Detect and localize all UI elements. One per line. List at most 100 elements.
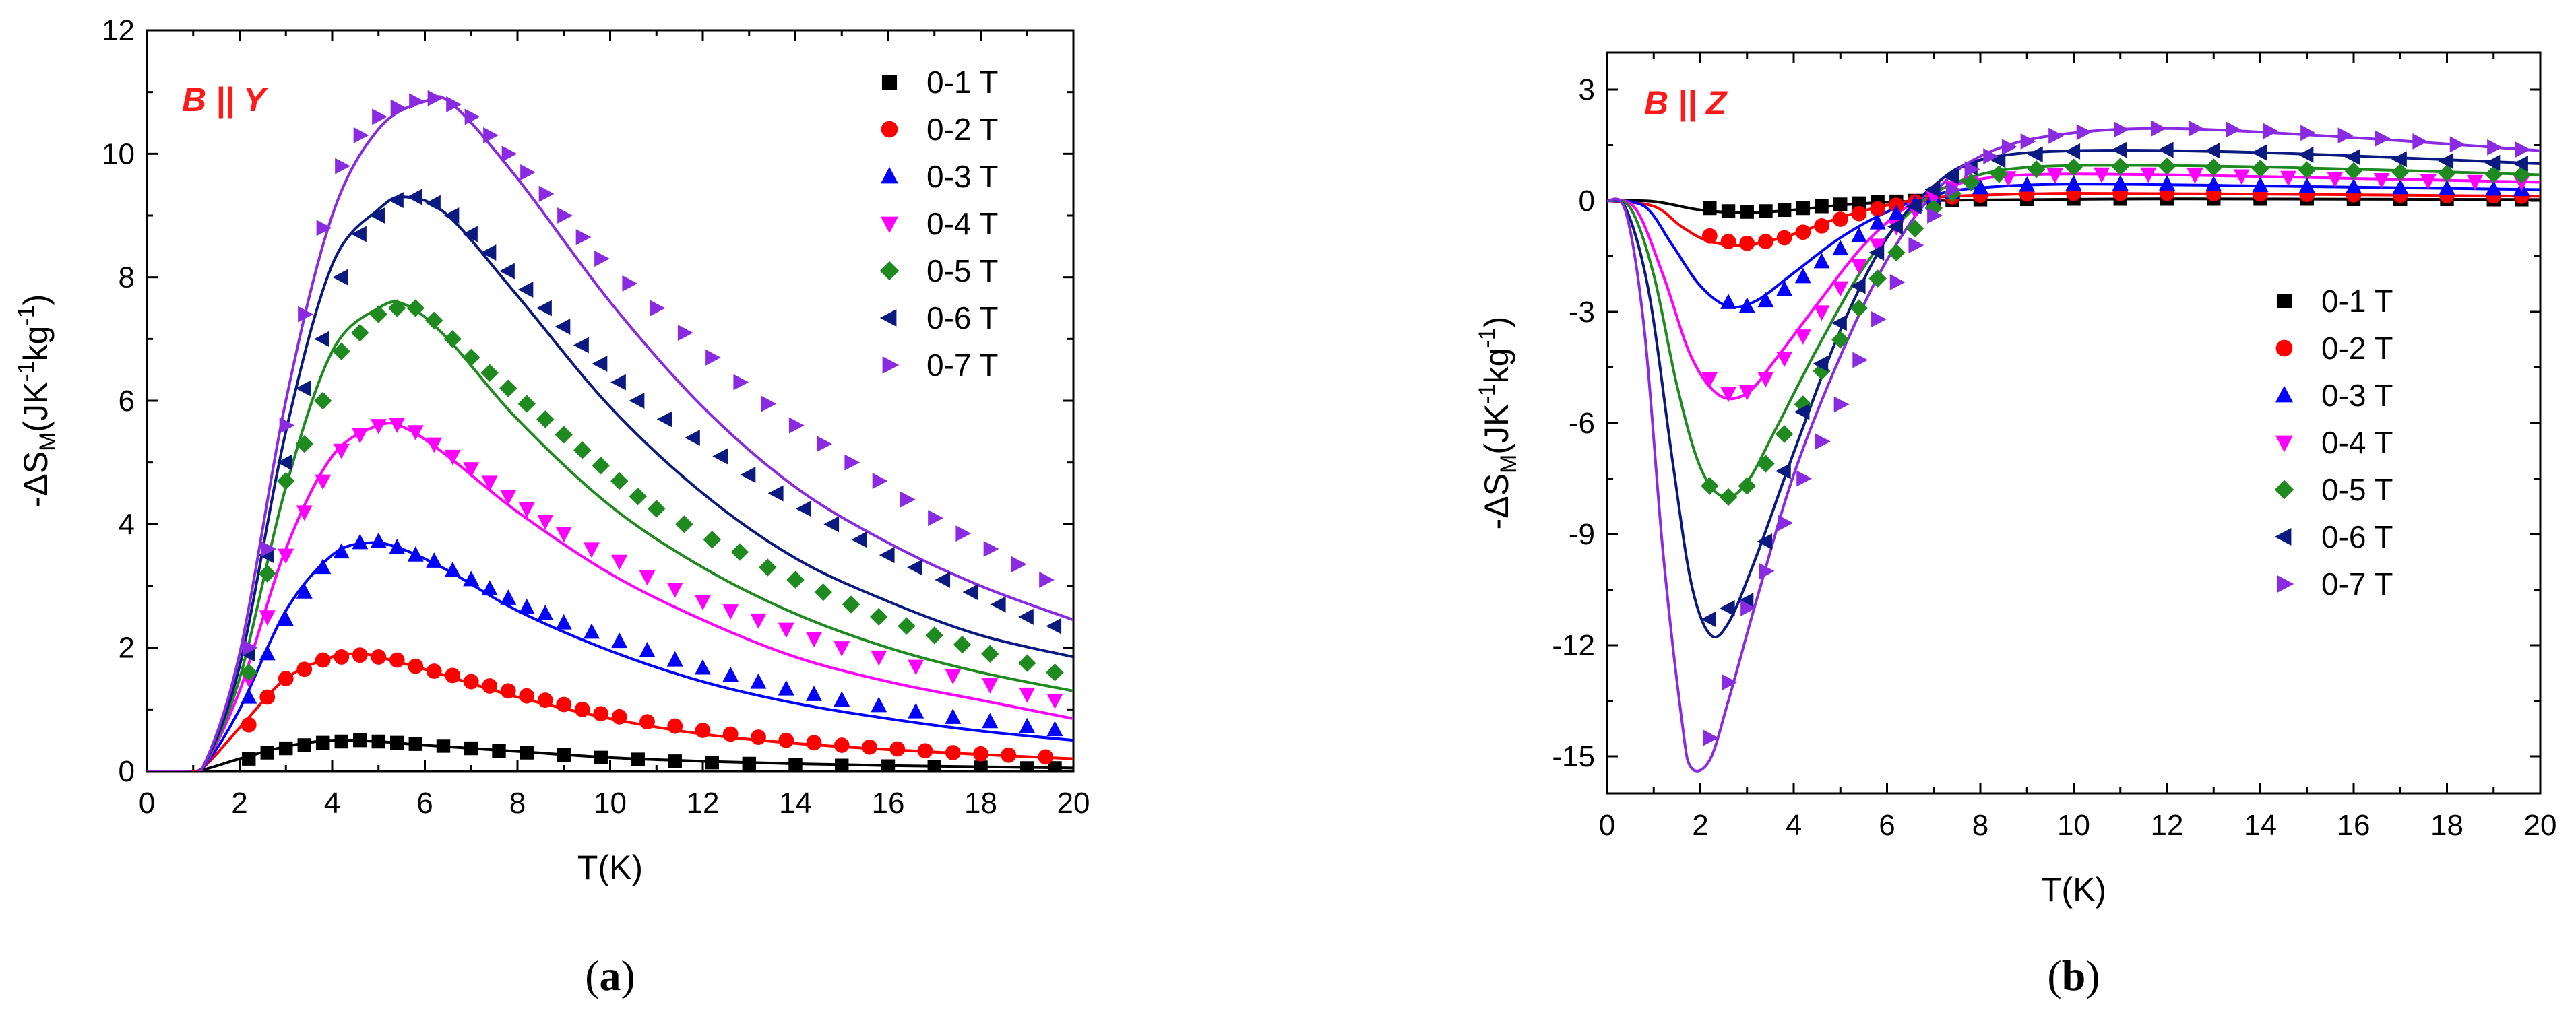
data-point-0-4T xyxy=(537,515,554,530)
data-point-0-7T xyxy=(2226,121,2242,138)
data-point-0-3T xyxy=(1850,227,1867,242)
y-tick-label: 3 xyxy=(1579,73,1595,106)
data-point-0-7T xyxy=(2048,127,2064,144)
legend-label: 0-5 T xyxy=(2321,472,2393,507)
data-point-0-5T xyxy=(648,500,666,518)
x-tick-label: 14 xyxy=(779,787,812,820)
data-point-0-6T xyxy=(2027,146,2043,163)
data-point-0-7T xyxy=(279,417,295,434)
data-point-0-6T xyxy=(1924,181,1941,198)
data-point-0-2T xyxy=(667,718,683,734)
data-point-0-4T xyxy=(407,425,424,441)
x-tick-label: 12 xyxy=(2151,809,2184,842)
data-point-0-7T xyxy=(298,306,313,323)
data-point-0-2T xyxy=(1832,211,1848,227)
data-point-0-6T xyxy=(462,226,478,242)
data-point-0-5T xyxy=(2027,160,2046,178)
data-point-0-5T xyxy=(332,342,350,360)
data-point-0-6T xyxy=(990,596,1006,613)
data-point-0-5T xyxy=(1018,654,1036,672)
data-point-0-1T xyxy=(788,758,803,771)
data-point-0-2T xyxy=(519,688,535,704)
data-point-0-4T xyxy=(584,542,600,558)
data-point-0-5T xyxy=(2344,162,2363,181)
data-point-0-5T xyxy=(1738,477,1756,495)
data-point-0-2T xyxy=(482,678,498,694)
data-point-0-6T xyxy=(2251,144,2267,161)
data-point-0-4T xyxy=(333,443,350,459)
data-point-0-2T xyxy=(722,726,739,742)
data-point-0-6T xyxy=(1775,463,1791,480)
data-point-0-4T xyxy=(722,604,739,620)
data-point-0-5T xyxy=(388,299,406,317)
data-point-0-2T xyxy=(593,706,609,722)
data-point-0-3T xyxy=(537,605,554,620)
data-point-0-6T xyxy=(1813,356,1829,372)
data-point-0-5T xyxy=(573,441,592,459)
x-tick-label: 6 xyxy=(416,787,433,820)
panel-b-legend: 0-1 T 0-2 T 0-3 T 0-4 T 0-5 T 0-6 T 0-7 T xyxy=(2274,284,2393,601)
data-point-0-7T xyxy=(594,251,610,267)
data-point-0-3T xyxy=(806,686,822,701)
legend-marker-0-2T xyxy=(2275,339,2293,357)
data-point-0-3T xyxy=(1832,240,1849,256)
panel-a-field-annotation: B || Y xyxy=(182,81,269,119)
data-point-0-5T xyxy=(351,323,369,342)
data-point-0-3T xyxy=(1738,297,1755,313)
data-point-0-5T xyxy=(369,305,387,323)
data-point-0-2T xyxy=(862,739,877,755)
data-point-0-6T xyxy=(2205,142,2220,159)
data-point-0-7T xyxy=(2487,139,2503,156)
data-point-0-7T xyxy=(353,127,369,143)
data-point-0-7T xyxy=(2300,125,2316,141)
data-point-0-3T xyxy=(370,532,387,548)
data-point-0-1T xyxy=(1852,196,1866,211)
data-point-0-1T xyxy=(464,741,478,756)
data-point-0-3T xyxy=(2065,175,2082,191)
data-point-0-7T xyxy=(242,639,258,656)
data-point-0-6T xyxy=(369,207,385,224)
fit-line-0-3T xyxy=(147,541,1073,771)
data-point-0-4T xyxy=(611,554,628,570)
data-point-0-4T xyxy=(945,669,962,685)
x-tick-label: 20 xyxy=(1057,787,1090,820)
data-point-0-6T xyxy=(2344,149,2360,166)
data-point-0-2T xyxy=(445,667,461,684)
data-point-0-3T xyxy=(2205,176,2222,191)
data-point-0-7T xyxy=(2188,120,2204,137)
data-point-0-6T xyxy=(406,189,422,205)
data-point-0-3T xyxy=(278,611,294,627)
x-tick-label: 18 xyxy=(2430,809,2463,842)
legend-label: 0-4 T xyxy=(2321,425,2393,460)
x-tick-label: 16 xyxy=(2337,809,2370,842)
data-point-0-2T xyxy=(1001,747,1017,763)
data-point-0-3T xyxy=(1046,721,1063,737)
data-point-0-6T xyxy=(2438,153,2454,170)
data-point-0-4T xyxy=(1720,387,1737,403)
data-point-0-4T xyxy=(389,418,406,434)
data-point-0-6T xyxy=(536,300,552,317)
data-point-0-7T xyxy=(1815,433,1831,450)
data-point-0-7T xyxy=(316,220,332,236)
data-point-0-5T xyxy=(1990,165,2008,183)
data-point-0-3T xyxy=(639,642,656,657)
data-point-0-4T xyxy=(2233,169,2250,185)
data-point-0-7T xyxy=(409,93,425,110)
data-point-0-5T xyxy=(610,471,629,490)
data-point-0-1T xyxy=(835,758,849,771)
data-point-0-2T xyxy=(408,658,424,674)
data-point-0-4T xyxy=(1832,281,1849,297)
data-point-0-7T xyxy=(788,417,805,434)
data-point-0-7T xyxy=(2375,130,2391,147)
data-point-0-3T xyxy=(722,666,739,682)
panel-a-legend: 0-1 T 0-2 T 0-3 T 0-4 T 0-5 T 0-6 T 0-7 T xyxy=(879,65,999,383)
data-point-0-5T xyxy=(277,471,295,490)
data-point-0-5T xyxy=(240,663,258,682)
legend-label: 0-6 T xyxy=(2321,519,2393,554)
data-point-0-6T xyxy=(1018,608,1034,625)
legend-label: 0-2 T xyxy=(2321,331,2393,366)
legend-marker-0-4T xyxy=(2275,435,2293,453)
data-point-0-2T xyxy=(556,696,572,713)
data-point-0-7T xyxy=(2412,133,2428,150)
data-point-0-6T xyxy=(740,467,756,483)
